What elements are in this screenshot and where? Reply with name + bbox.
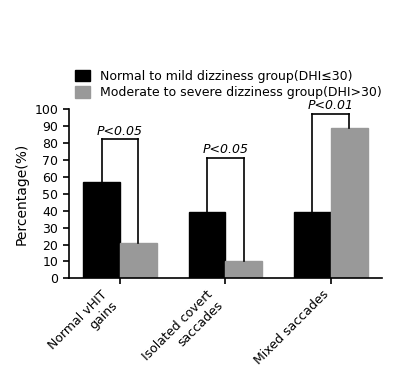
Text: P<0.05: P<0.05	[97, 125, 143, 138]
Y-axis label: Percentage(%): Percentage(%)	[15, 142, 29, 245]
Bar	[331, 128, 368, 279]
Bar	[226, 261, 262, 279]
Bar	[83, 182, 120, 279]
Bar	[120, 243, 157, 279]
Text: P<0.05: P<0.05	[202, 144, 248, 156]
Bar	[294, 212, 331, 279]
Text: P<0.01: P<0.01	[308, 99, 354, 112]
Legend: Normal to mild dizziness group(DHI≤30), Moderate to severe dizziness group(DHI>3: Normal to mild dizziness group(DHI≤30), …	[75, 70, 382, 99]
Bar	[188, 212, 226, 279]
